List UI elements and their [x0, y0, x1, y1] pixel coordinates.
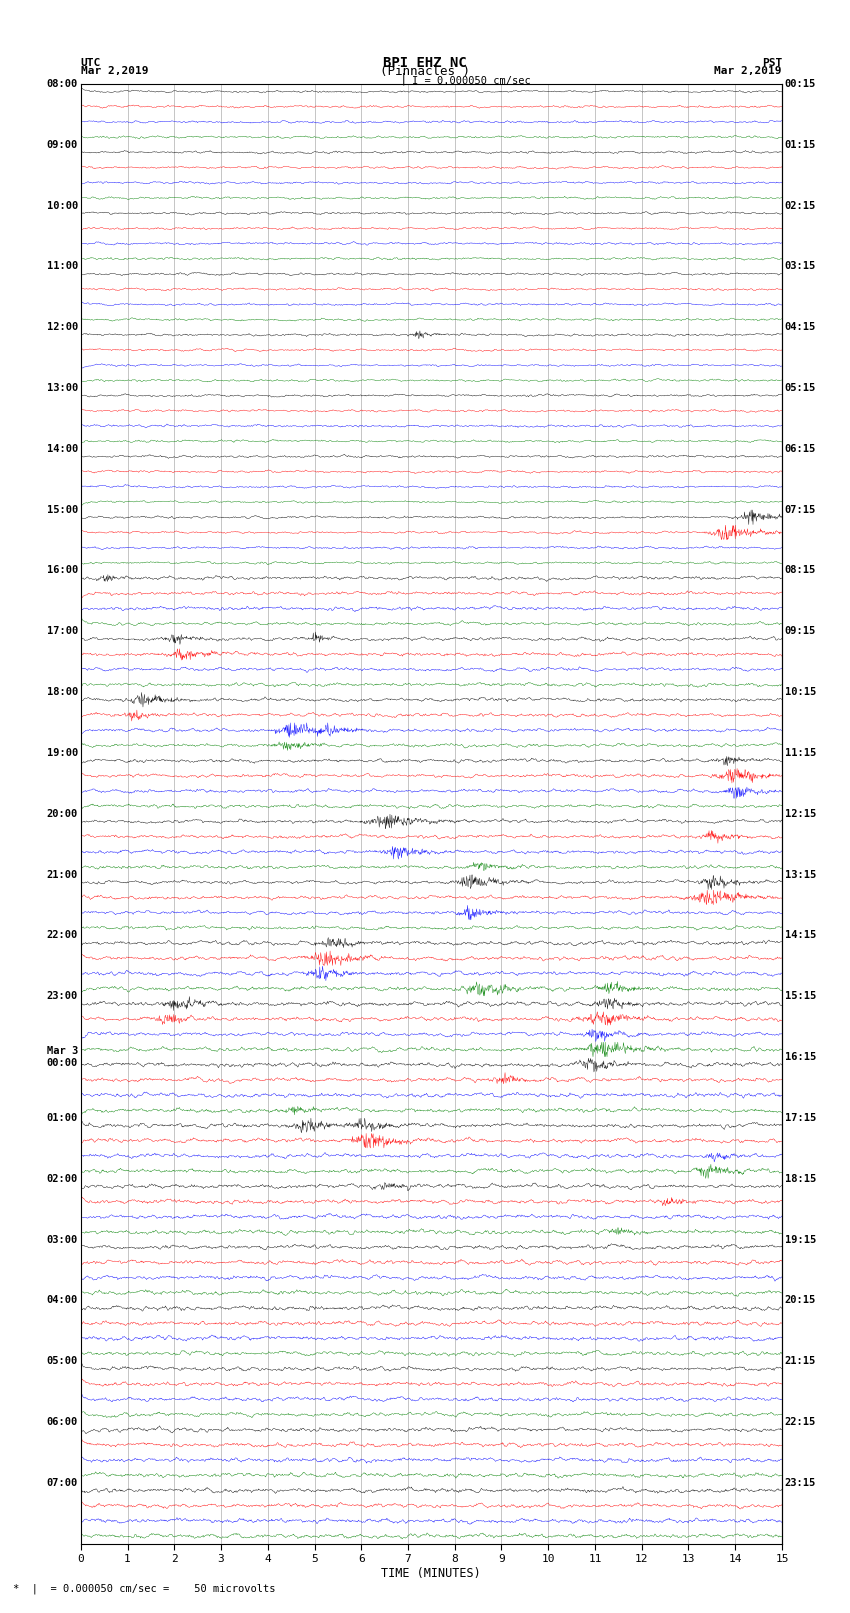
X-axis label: TIME (MINUTES): TIME (MINUTES)	[382, 1566, 481, 1579]
Text: *  |  = 0.000050 cm/sec =    50 microvolts: * | = 0.000050 cm/sec = 50 microvolts	[13, 1582, 275, 1594]
Text: Mar 2,2019: Mar 2,2019	[81, 66, 148, 76]
Text: PST: PST	[762, 58, 782, 68]
Text: Mar 2,2019: Mar 2,2019	[715, 66, 782, 76]
Text: BPI EHZ NC: BPI EHZ NC	[383, 56, 467, 71]
Text: I = 0.000050 cm/sec: I = 0.000050 cm/sec	[412, 76, 531, 85]
Text: UTC: UTC	[81, 58, 101, 68]
Text: |: |	[400, 73, 407, 85]
Text: (Pinnacles ): (Pinnacles )	[380, 65, 470, 77]
